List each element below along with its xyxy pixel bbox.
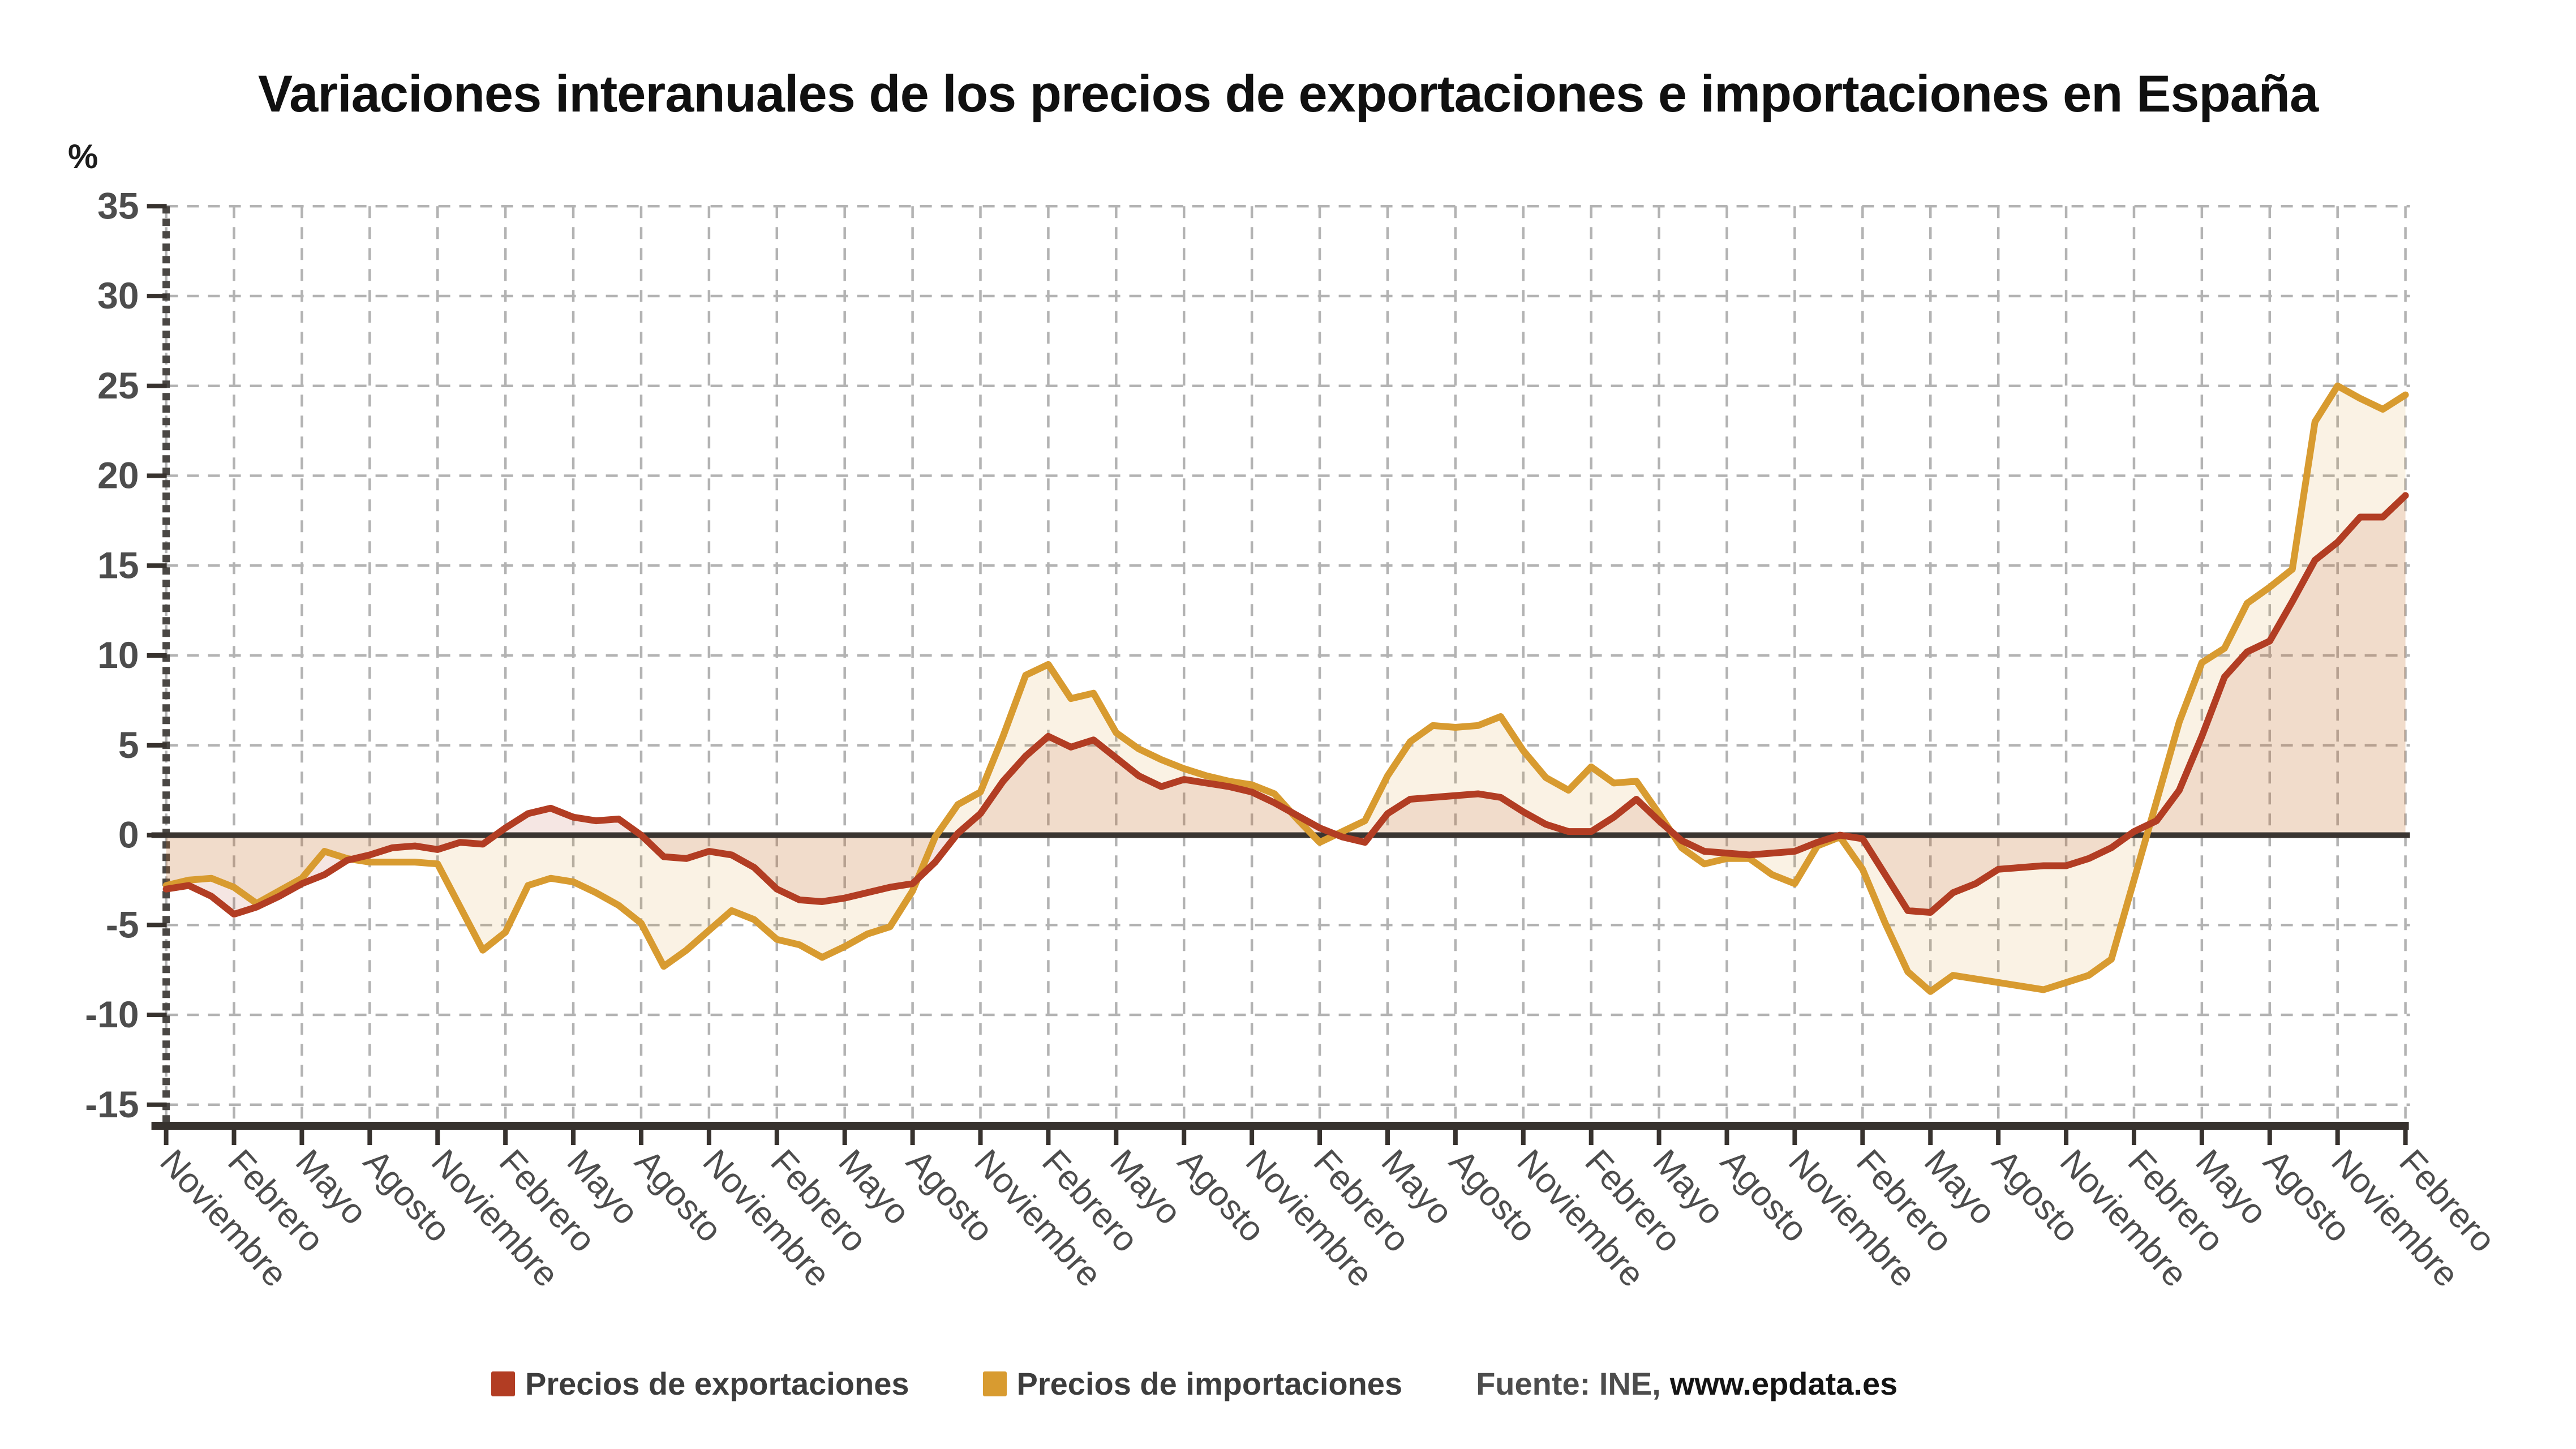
y-tick-label: 25 [97,365,139,406]
y-tick-label: -15 [85,1083,139,1125]
exportaciones-color-swatch [491,1371,515,1396]
source-attribution: Fuente: INE, www.epdata.es [1476,1365,1897,1402]
y-tick-label: 0 [118,814,139,856]
y-axis-unit-label: % [68,138,98,175]
y-tick-label: 5 [118,724,139,766]
y-tick-label: 30 [97,275,139,316]
legend-label-exportaciones: Precios de exportaciones [525,1366,909,1401]
page-title: Variaciones interanuales de los precios … [257,65,2319,123]
exportaciones-series-line [162,492,2409,918]
legend-label-importaciones: Precios de importaciones [1016,1366,1403,1401]
source-link[interactable]: www.epdata.es [1669,1366,1898,1401]
legend: Precios de exportaciones Precios de impo… [491,1365,1897,1402]
y-tick-label: 20 [97,455,139,496]
legend-item-exportaciones[interactable]: Precios de exportaciones [491,1365,909,1402]
y-tick-label: -10 [85,993,139,1035]
y-tick-label: 15 [97,544,139,586]
exportaciones-area-fill [166,495,2406,915]
y-tick-label: 10 [97,634,139,676]
y-tick-label: 35 [97,185,139,226]
y-tick-label: -5 [106,903,139,945]
importaciones-color-swatch [982,1371,1007,1396]
legend-item-importaciones[interactable]: Precios de importaciones [982,1365,1403,1402]
source-prefix: Fuente: INE, [1476,1366,1661,1401]
